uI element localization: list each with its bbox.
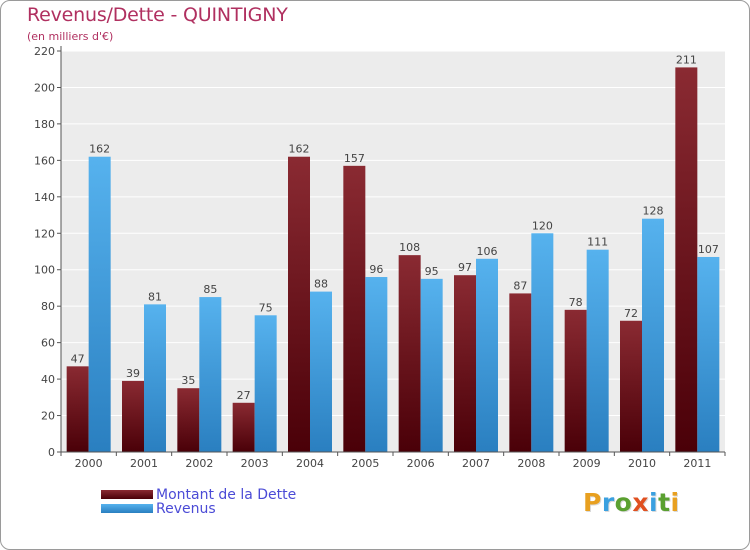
logo-letter: t (658, 488, 671, 517)
bar-debt (454, 275, 476, 452)
x-tick-label: 2005 (351, 457, 379, 470)
data-label-revenue: 96 (369, 263, 383, 276)
legend-swatch-debt (101, 490, 153, 499)
bar-revenue (476, 258, 498, 452)
data-label-debt: 27 (237, 389, 251, 402)
bar-revenue (586, 249, 609, 452)
logo-letter: i (649, 488, 659, 517)
x-tick-label: 2002 (185, 457, 213, 470)
x-tick-label: 2010 (628, 457, 656, 470)
bar-revenue (310, 291, 332, 452)
logo-letter: x (632, 488, 649, 517)
bar-revenue (88, 156, 111, 452)
bar-debt (398, 255, 421, 452)
data-label-debt: 72 (624, 307, 638, 320)
bar-revenue (697, 256, 720, 452)
x-tick-label: 2007 (462, 457, 490, 470)
bar-revenue (254, 315, 277, 452)
y-tick-label: 100 (34, 264, 55, 277)
y-tick-label: 40 (41, 373, 55, 386)
bar-revenue (365, 277, 388, 452)
legend-swatch-revenue (101, 504, 153, 513)
y-tick-label: 80 (41, 300, 55, 313)
x-tick-label: 2008 (517, 457, 545, 470)
data-label-debt: 211 (676, 53, 697, 66)
data-label-debt: 97 (458, 261, 472, 274)
data-label-revenue: 111 (587, 236, 608, 249)
data-label-revenue: 120 (532, 219, 553, 232)
chart-title: Revenus/Dette - QUINTIGNY (27, 4, 288, 26)
chart-subtitle: (en milliers d'€) (27, 30, 114, 43)
bar-debt (675, 67, 698, 453)
data-label-debt: 162 (289, 143, 310, 156)
logo-letter: o (614, 488, 633, 517)
y-tick-label: 160 (34, 154, 55, 167)
data-label-revenue: 162 (89, 143, 110, 156)
data-label-revenue: 88 (314, 278, 328, 291)
y-tick-label: 200 (34, 81, 55, 94)
data-label-revenue: 128 (643, 205, 664, 218)
y-tick-label: 60 (41, 337, 55, 350)
y-tick-label: 120 (34, 227, 55, 240)
plot-background (61, 51, 725, 452)
data-label-debt: 157 (344, 152, 365, 165)
bar-debt (620, 320, 642, 452)
y-tick-label: 220 (34, 45, 55, 58)
data-label-debt: 78 (569, 296, 583, 309)
data-label-debt: 47 (71, 352, 85, 365)
data-label-debt: 87 (513, 279, 527, 292)
bar-revenue (144, 304, 166, 452)
data-label-revenue: 95 (425, 265, 439, 278)
data-label-revenue: 85 (203, 283, 217, 296)
data-label-debt: 108 (399, 241, 420, 254)
data-label-revenue: 106 (477, 245, 498, 258)
y-tick-label: 180 (34, 118, 55, 131)
data-label-revenue: 75 (259, 301, 273, 314)
y-tick-label: 140 (34, 191, 55, 204)
bar-debt (564, 309, 587, 452)
x-tick-label: 2001 (130, 457, 158, 470)
bar-debt (509, 293, 532, 452)
data-label-revenue: 107 (698, 243, 719, 256)
data-label-revenue: 81 (148, 290, 162, 303)
bar-revenue (531, 233, 554, 452)
x-tick-label: 2004 (296, 457, 324, 470)
bar-revenue (642, 218, 664, 452)
y-tick-label: 20 (41, 410, 55, 423)
legend-label-revenue: Revenus (156, 501, 216, 517)
bar-debt (232, 402, 255, 452)
legend-label-debt: Montant de la Dette (156, 487, 297, 503)
logo-letter: r (601, 488, 615, 517)
logo-letter: P (583, 488, 602, 517)
proxiti-logo: Proxiti (583, 488, 680, 517)
x-tick-label: 2009 (573, 457, 601, 470)
logo-letter: i (670, 488, 680, 517)
bar-debt (288, 156, 310, 452)
x-tick-label: 2011 (683, 457, 711, 470)
bar-debt (343, 165, 366, 452)
x-tick-label: 2003 (241, 457, 269, 470)
data-label-debt: 35 (181, 374, 195, 387)
bar-debt (66, 366, 89, 452)
x-tick-label: 2006 (407, 457, 435, 470)
data-label-debt: 39 (126, 367, 140, 380)
bar-debt (122, 380, 144, 452)
bar-revenue (199, 297, 222, 452)
x-tick-label: 2000 (75, 457, 103, 470)
bar-revenue (420, 278, 443, 452)
y-tick-label: 0 (48, 446, 55, 459)
bar-debt (177, 388, 200, 452)
